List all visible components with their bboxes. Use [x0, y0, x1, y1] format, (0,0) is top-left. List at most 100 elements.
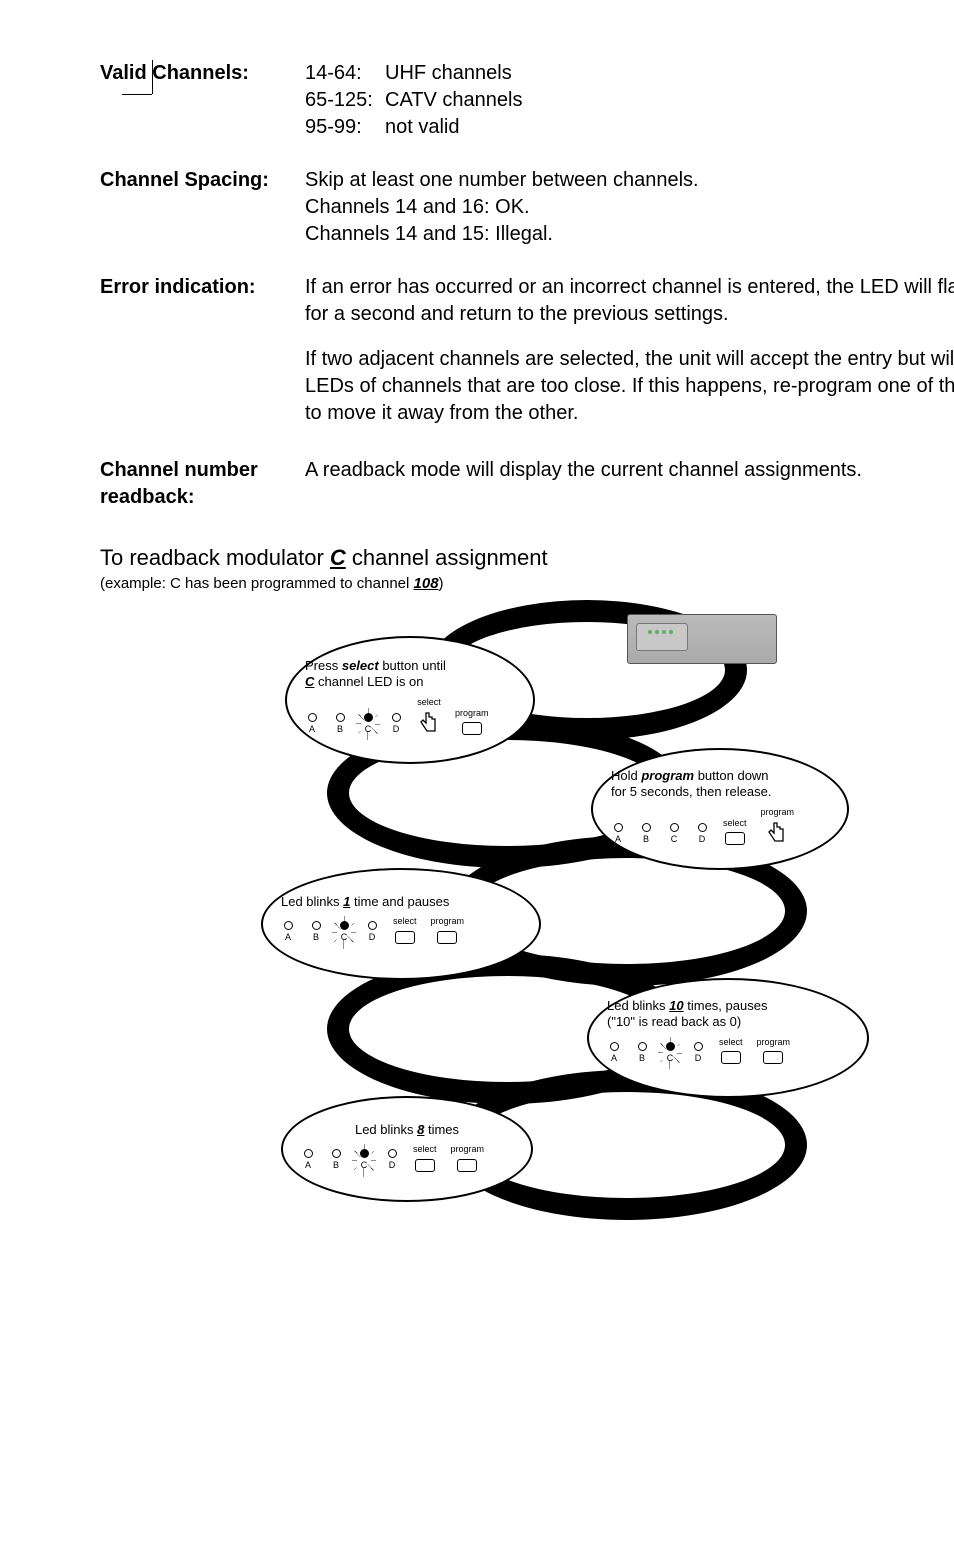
l: A: [305, 1160, 311, 1171]
device-led-icon: [655, 630, 659, 634]
device-led-icon: [669, 630, 673, 634]
readback-label-1: Channel number: [100, 457, 305, 484]
led-b-icon: [638, 1042, 647, 1051]
step-1-bubble: Press select button until C channel LED …: [285, 636, 535, 764]
valid-channels-label: Valid Channels:: [100, 60, 305, 141]
l: C: [341, 932, 348, 943]
sub-pre: (example: C has been programmed to chann…: [100, 575, 414, 592]
led-a-icon: [308, 713, 317, 722]
error-indication-body: If an error has occurred or an incorrect…: [305, 274, 954, 427]
range-key: 14-64:: [305, 60, 385, 87]
t: channel LED is on: [314, 674, 423, 689]
l: D: [393, 724, 400, 735]
led-c-blink-icon: [360, 1149, 369, 1158]
spacing-line: Channels 14 and 15: Illegal.: [305, 221, 954, 248]
led-b-icon: [642, 823, 651, 832]
range-desc: CATV channels: [385, 87, 522, 114]
l: D: [389, 1160, 396, 1171]
l: program: [757, 1037, 791, 1048]
crop-mark: [152, 60, 153, 94]
l: D: [695, 1053, 702, 1064]
title-post: channel assignment: [346, 545, 548, 570]
l: select: [719, 1037, 743, 1048]
title-mid: C: [330, 545, 346, 570]
valid-channels-row: Valid Channels: 14-64:UHF channels 65-12…: [100, 60, 954, 141]
device-icon: [627, 614, 777, 664]
channel-spacing-body: Skip at least one number between channel…: [305, 167, 954, 248]
sub-post: ): [439, 575, 444, 592]
led-a-icon: [304, 1149, 313, 1158]
program-button-icon: [457, 1159, 477, 1172]
step-2-bubble: Hold program button down for 5 seconds, …: [591, 748, 849, 870]
l: A: [611, 1053, 617, 1064]
select-button-icon: [395, 931, 415, 944]
led-b-icon: [332, 1149, 341, 1158]
t: select: [342, 658, 379, 673]
led-row: A B C D select program: [607, 1037, 849, 1064]
error-p2: If two adjacent channels are selected, t…: [305, 346, 954, 427]
led-row: A B C D select program: [301, 1144, 513, 1171]
valid-channels-body: 14-64:UHF channels 65-125:CATV channels …: [305, 60, 954, 141]
t: for 5 seconds, then release.: [611, 784, 829, 800]
led-d-icon: [388, 1149, 397, 1158]
device-led-icon: [648, 630, 652, 634]
led-d-icon: [392, 713, 401, 722]
t: times: [424, 1122, 459, 1137]
flow-diagram: Press select button until C channel LED …: [267, 610, 887, 1210]
select-button-icon: [725, 832, 745, 845]
program-button-icon: [437, 931, 457, 944]
l: A: [615, 834, 621, 845]
t: time and pauses: [350, 894, 449, 909]
readback-row: Channel number readback: A readback mode…: [100, 457, 954, 511]
l: program: [455, 708, 489, 719]
error-p1: If an error has occurred or an incorrect…: [305, 274, 954, 328]
l: B: [337, 724, 343, 735]
t: C: [305, 674, 314, 689]
led-d-icon: [368, 921, 377, 930]
select-button-icon: [415, 1159, 435, 1172]
l: select: [417, 697, 441, 708]
l: select: [723, 818, 747, 829]
l: B: [333, 1160, 339, 1171]
t: program: [641, 768, 694, 783]
t: Hold: [611, 768, 641, 783]
step-4-bubble: Led blinks 10 times, pauses ("10" is rea…: [587, 978, 869, 1098]
title-pre: To readback modulator: [100, 545, 330, 570]
l: D: [369, 932, 376, 943]
l: C: [361, 1160, 368, 1171]
l: C: [667, 1053, 674, 1064]
l: C: [671, 834, 678, 845]
hand-press-icon: [417, 711, 441, 735]
t: Led blinks: [607, 998, 669, 1013]
range-key: 95-99:: [305, 114, 385, 141]
led-a-icon: [284, 921, 293, 930]
readback-body: A readback mode will display the current…: [305, 457, 954, 511]
hand-press-icon: [765, 821, 789, 845]
led-b-icon: [336, 713, 345, 722]
l: B: [313, 932, 319, 943]
error-indication-label: Error indication:: [100, 274, 305, 427]
led-c-on-icon: [364, 713, 373, 722]
led-b-icon: [312, 921, 321, 930]
t: times, pauses: [684, 998, 768, 1013]
t: button until: [379, 658, 446, 673]
crop-mark: [122, 94, 152, 95]
l: program: [761, 807, 795, 818]
l: program: [431, 916, 465, 927]
led-d-icon: [698, 823, 707, 832]
t: button down: [694, 768, 768, 783]
l: B: [643, 834, 649, 845]
range-desc: not valid: [385, 114, 460, 141]
readback-label-2: readback:: [100, 484, 305, 511]
t: 10: [669, 998, 683, 1013]
t: Press: [305, 658, 342, 673]
led-a-icon: [610, 1042, 619, 1051]
program-button-icon: [763, 1051, 783, 1064]
select-button-icon: [721, 1051, 741, 1064]
t: Led blinks: [355, 1122, 417, 1137]
led-c-blink-icon: [666, 1042, 675, 1051]
channel-spacing-row: Channel Spacing: Skip at least one numbe…: [100, 167, 954, 248]
led-row: A B C D select program: [281, 916, 521, 943]
error-indication-row: Error indication: If an error has occurr…: [100, 274, 954, 427]
range-key: 65-125:: [305, 87, 385, 114]
